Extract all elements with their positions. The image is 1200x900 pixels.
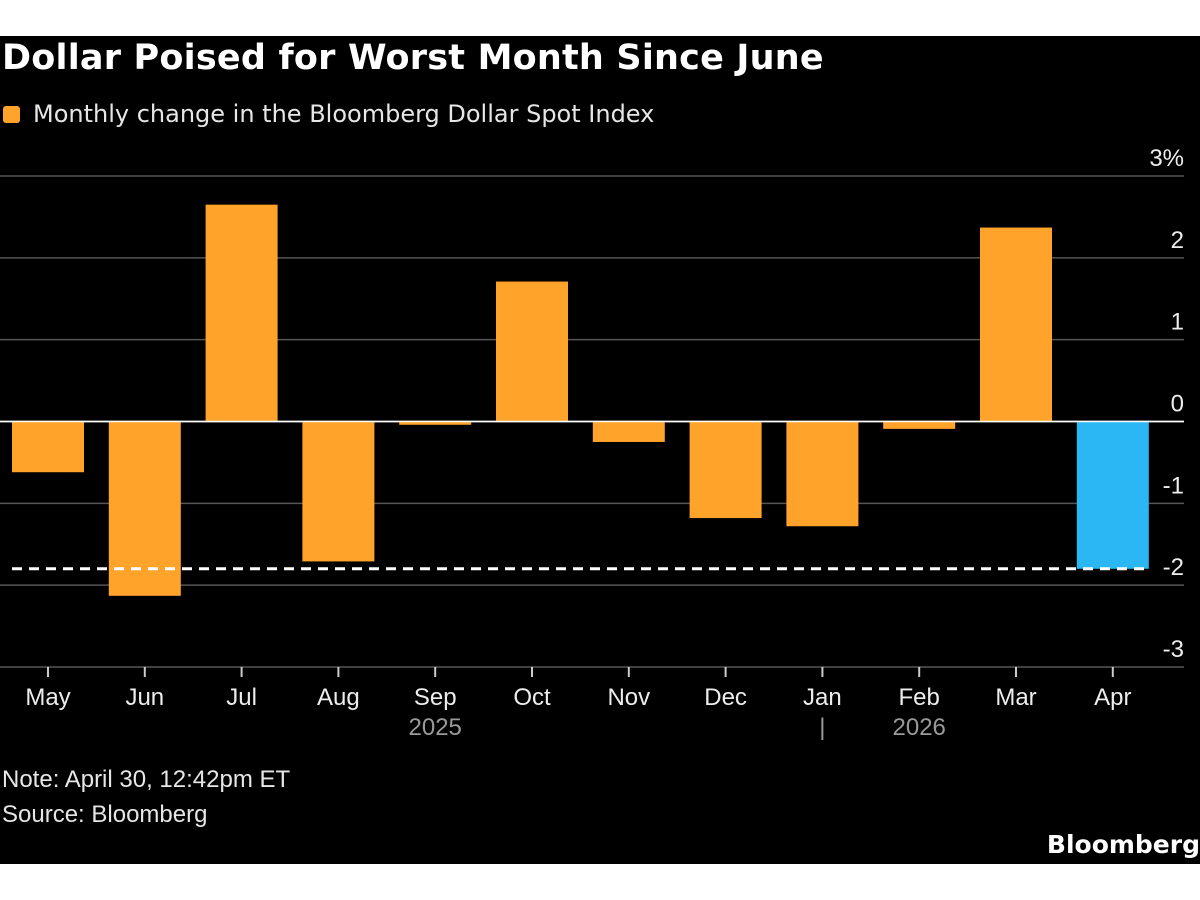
year-label: 2026 xyxy=(893,714,946,741)
chart-panel: Dollar Poised for Worst Month Since June… xyxy=(0,36,1200,864)
x-tick-label: Feb xyxy=(899,684,940,711)
bar-mar xyxy=(980,227,1052,422)
x-tick-label: Sep xyxy=(414,684,457,711)
x-tick-label: Mar xyxy=(995,684,1036,711)
bloomberg-logo: Bloomberg xyxy=(1046,830,1200,859)
x-tick-label: Aug xyxy=(317,684,360,711)
x-tick-label: Dec xyxy=(704,684,747,711)
x-tick-label: Jun xyxy=(125,684,164,711)
bar-aug xyxy=(302,421,375,562)
bar-apr xyxy=(1076,421,1149,569)
year-label: 2025 xyxy=(409,714,462,741)
bar-feb xyxy=(883,421,956,429)
legend-label: Monthly change in the Bloomberg Dollar S… xyxy=(33,100,655,128)
bar-chart: 3% 2 1 0 -1 -2 -3 May Jun Jul Aug Sep Oct Nov Dec Jan Fe… xyxy=(0,145,1184,741)
x-tick-label: Jan xyxy=(803,684,842,711)
x-tick-label: Nov xyxy=(607,684,650,711)
chart-title: Dollar Poised for Worst Month Since June xyxy=(2,38,824,78)
bar-jun xyxy=(108,421,181,596)
chart-note: Note: April 30, 12:42pm ET xyxy=(2,766,291,793)
x-tick-label: May xyxy=(25,684,70,711)
chart-source: Source: Bloomberg xyxy=(2,801,208,828)
y-tick-label: -3 xyxy=(1163,636,1184,663)
y-tick-label: 0 xyxy=(1171,391,1184,418)
bar-dec xyxy=(689,421,762,519)
y-tick-label: 2 xyxy=(1171,227,1184,254)
bar-oct xyxy=(496,281,568,422)
legend-swatch xyxy=(3,105,20,123)
year-separator: | xyxy=(819,714,825,741)
y-tick-label: 3% xyxy=(1149,145,1184,172)
y-tick-label: -1 xyxy=(1163,472,1184,499)
bar-sep xyxy=(399,421,472,425)
bar-jul xyxy=(205,204,278,422)
y-tick-label: 1 xyxy=(1171,309,1184,336)
y-tick-label: -2 xyxy=(1163,554,1184,581)
bar-may xyxy=(12,421,84,473)
bar-jan xyxy=(786,421,859,527)
x-tick-label: Oct xyxy=(513,684,551,711)
legend: Monthly change in the Bloomberg Dollar S… xyxy=(3,100,654,128)
x-tick-label: Jul xyxy=(226,684,257,711)
x-tick-label: Apr xyxy=(1094,684,1131,711)
bar-nov xyxy=(592,421,665,442)
